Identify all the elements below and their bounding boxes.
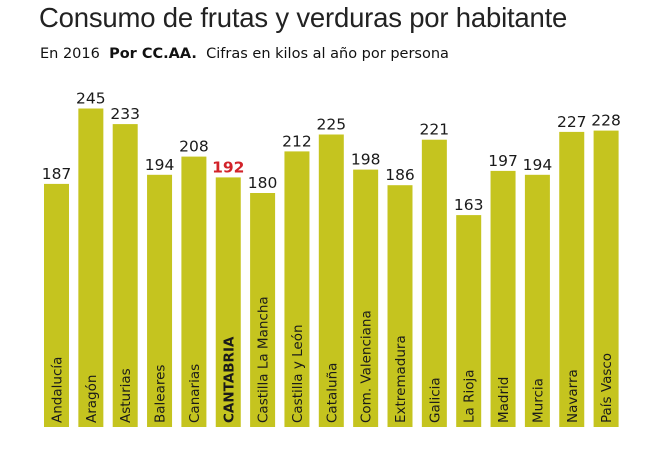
category-label-aragon: Aragón [84,375,100,423]
chart-subtitle: En 2016 Por CC.AA. Cifras en kilos al añ… [40,46,449,62]
chart-title: Consumo de frutas y verduras por habitan… [39,2,568,33]
category-label-castilla-la-mancha: Castilla La Mancha [256,296,272,423]
value-label-com-valenciana: 198 [351,151,381,169]
value-label-cantabria: 192 [212,158,244,176]
category-label-extremadura: Extremadura [393,335,409,423]
value-label-andalucia: 187 [42,165,72,183]
category-label-madrid: Madrid [496,377,512,423]
bar-cantabria [215,177,241,427]
bar-la-rioja [456,215,482,427]
value-label-asturias: 233 [110,105,140,123]
category-label-canarias: Canarias [187,364,203,423]
value-label-baleares: 194 [145,156,175,174]
value-label-castilla-la-mancha: 180 [248,174,278,192]
value-label-la-rioja: 163 [454,196,484,214]
value-label-navarra: 227 [557,113,587,131]
value-label-murcia: 194 [523,156,553,174]
category-label-andalucia: Andalucía [50,357,66,423]
category-label-pais-vasco: País Vasco [599,353,615,423]
category-label-galicia: Galicia [427,377,443,423]
category-label-castilla-y-leon: Castilla y León [290,324,306,423]
category-label-navarra: Navarra [565,369,581,423]
category-label-cantabria: CANTABRIA [221,336,237,423]
value-label-canarias: 208 [179,138,209,156]
bar-pais-vasco [593,130,619,427]
subtitle-unit: Cifras en kilos al año por persona [206,46,449,62]
category-label-cataluna: Cataluña [324,363,340,423]
bar-murcia [524,174,550,427]
value-label-castilla-y-leon: 212 [282,132,312,150]
bar-castilla-y-leon [284,151,310,427]
bar-castilla-la-mancha [250,193,276,427]
category-label-com-valenciana: Com. Valenciana [359,310,375,423]
category-label-asturias: Asturias [118,368,134,423]
bar-extremadura [387,185,413,427]
category-label-baleares: Baleares [153,365,169,423]
bar-aragon [78,108,104,427]
bar-navarra [559,131,585,427]
bar-cataluna [318,134,344,427]
bar-com-valenciana [353,169,379,427]
value-label-galicia: 221 [420,121,450,139]
bar-andalucia [44,183,69,427]
value-label-madrid: 197 [488,152,518,170]
bar-galicia [421,139,447,427]
subtitle-group: Por CC.AA. [109,46,197,62]
bar-madrid [490,170,516,427]
value-label-pais-vasco: 228 [591,112,621,130]
bar-asturias [112,124,138,427]
category-label-murcia: Murcia [530,378,546,423]
value-label-cataluna: 225 [317,116,347,134]
category-label-la-rioja: La Rioja [462,370,478,424]
value-label-extremadura: 186 [385,166,415,184]
bar-baleares [147,174,173,427]
value-label-aragon: 245 [76,90,106,108]
bar-canarias [181,156,207,427]
subtitle-year: En 2016 [40,46,100,62]
